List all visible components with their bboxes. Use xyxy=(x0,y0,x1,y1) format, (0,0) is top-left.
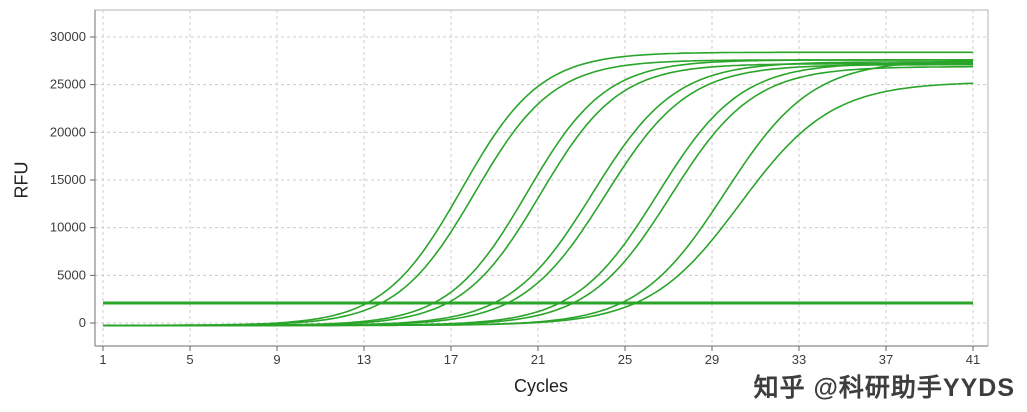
amplification-curve xyxy=(103,82,974,327)
x-tick-label: 25 xyxy=(618,352,632,367)
x-tick-label: 9 xyxy=(273,352,280,367)
watermark-text: 知乎 @科研助手YYDS xyxy=(753,374,1015,402)
x-tick-label: 33 xyxy=(792,352,806,367)
y-tick-label: 0 xyxy=(79,315,86,330)
y-axis-title: RFU xyxy=(11,161,32,199)
x-axis-ticks: 1 5 9 13 17 21 25 29 33 37 41 xyxy=(99,346,980,367)
y-tick-label: 30000 xyxy=(50,29,86,44)
y-tick-label: 5000 xyxy=(57,267,86,282)
x-tick-label: 41 xyxy=(966,352,980,367)
x-tick-label: 21 xyxy=(531,352,545,367)
amplification-curves xyxy=(103,51,974,327)
x-tick-label: 5 xyxy=(186,352,193,367)
x-axis-title: Cycles xyxy=(513,376,569,396)
y-tick-label: 20000 xyxy=(50,124,86,139)
x-tick-label: 13 xyxy=(357,352,371,367)
y-tick-label: 25000 xyxy=(50,77,86,92)
x-tick-label: 37 xyxy=(879,352,893,367)
y-tick-label: 15000 xyxy=(50,172,86,187)
x-tick-label: 1 xyxy=(99,352,106,367)
y-axis-ticks: 0 5000 10000 15000 20000 25000 30000 xyxy=(50,29,95,330)
y-tick-label: 10000 xyxy=(50,220,86,235)
x-tick-label: 29 xyxy=(705,352,719,367)
x-tick-label: 17 xyxy=(444,352,458,367)
